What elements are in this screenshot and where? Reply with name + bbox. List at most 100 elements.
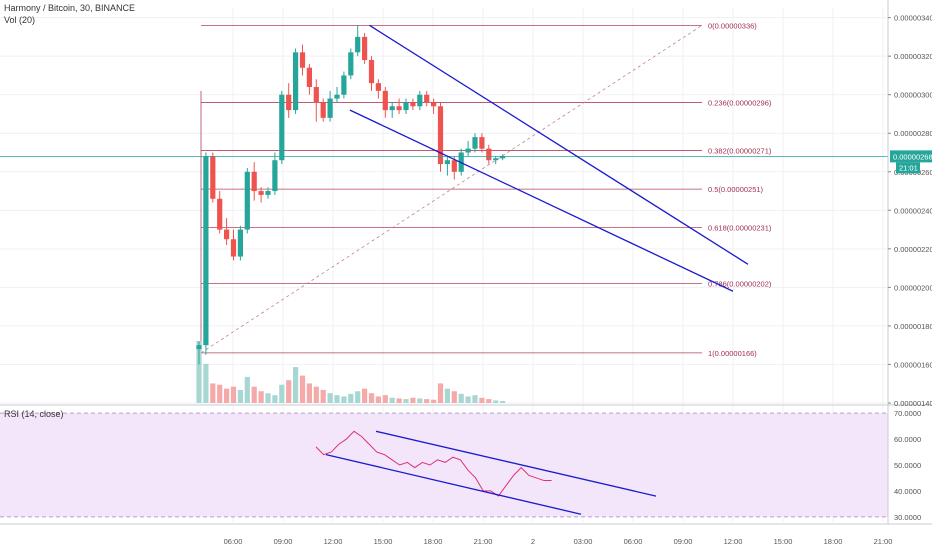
volume-bar-41 — [479, 397, 485, 403]
volume-bar-26 — [375, 396, 381, 403]
fib-label-0.382: 0.382(0.00000271) — [708, 147, 772, 156]
rsi-band — [0, 412, 888, 518]
candle-body-2 — [210, 156, 216, 199]
volume-bar-34 — [431, 399, 437, 403]
candle-body-24 — [362, 36, 368, 61]
volume-bar-32 — [417, 398, 423, 403]
rsi-channel-upper — [375, 430, 657, 497]
time-tick-8: 06:00 — [624, 537, 643, 546]
candle-body-3 — [217, 198, 223, 230]
volume-bar-2 — [210, 383, 216, 403]
price-tick-1: 0.00000320 — [894, 52, 932, 61]
time-tick-2: 12:00 — [324, 537, 343, 546]
candle-body-12 — [279, 94, 285, 161]
candle-body-28 — [389, 106, 395, 111]
volume-bar-19 — [327, 393, 333, 403]
fib-label-0.786: 0.786(0.00000202) — [708, 280, 772, 289]
time-tick-9: 09:00 — [674, 537, 693, 546]
time-tick-11: 15:00 — [774, 537, 793, 546]
volume-bar-12 — [279, 384, 285, 403]
fib-label-0.5: 0.5(0.00000251) — [708, 185, 764, 194]
fib-label-0: 0(0.00000336) — [708, 21, 757, 30]
volume-bar-20 — [334, 395, 340, 403]
fib-label-0.236: 0.236(0.00000296) — [708, 98, 772, 107]
current-price-label: 0.00000268 — [893, 152, 932, 161]
time-tick-4: 18:00 — [424, 537, 443, 546]
time-tick-3: 15:00 — [374, 537, 393, 546]
candle-body-8 — [251, 171, 257, 192]
volume-bar-8 — [251, 386, 257, 403]
candle-body-43 — [493, 158, 499, 161]
volume-bar-42 — [486, 399, 492, 403]
candle-body-0 — [196, 345, 202, 350]
volume-bar-40 — [472, 395, 478, 403]
candle-body-27 — [382, 90, 388, 111]
volume-bar-31 — [410, 397, 416, 403]
candle-body-15 — [299, 52, 306, 68]
volume-bar-24 — [362, 388, 368, 403]
price-tick-8: 0.00000180 — [894, 322, 932, 331]
volume-bar-14 — [293, 367, 299, 403]
volume-bar-25 — [368, 393, 375, 403]
time-tick-7: 03:00 — [574, 537, 593, 546]
candle-body-20 — [334, 94, 340, 99]
price-tick-6: 0.00000220 — [894, 245, 932, 254]
volume-bar-33 — [424, 399, 430, 403]
price-tick-10: 0.00000140 — [894, 399, 932, 408]
volume-bar-13 — [286, 380, 292, 403]
candle-body-5 — [230, 239, 237, 257]
candle-body-14 — [293, 52, 299, 111]
rsi-legend: RSI (14, close) — [4, 409, 64, 419]
candle-body-32 — [417, 94, 423, 107]
candle-body-1 — [203, 156, 209, 346]
volume-bar-6 — [237, 389, 243, 403]
price-tick-3: 0.00000280 — [894, 129, 932, 138]
volume-bars — [196, 341, 506, 403]
time-tick-0: 06:00 — [224, 537, 243, 546]
volume-legend: Vol (20) — [4, 15, 36, 25]
current-price-badge — [890, 150, 932, 163]
candle-body-11 — [272, 160, 278, 192]
volume-bar-10 — [265, 393, 271, 403]
candlesticks — [0, 25, 888, 365]
candle-body-37 — [451, 160, 457, 172]
volume-bar-16 — [306, 383, 312, 403]
volume-bar-4 — [224, 388, 230, 403]
time-tick-1: 09:00 — [274, 537, 293, 546]
fibonacci-retracement[interactable]: 0(0.00000336) 0.236(0.00000296) 0.382(0.00… — [200, 21, 772, 358]
volume-bar-9 — [258, 391, 264, 403]
time-tick-13: 21:00 — [874, 537, 893, 546]
candle-body-16 — [306, 67, 312, 87]
price-tick-7: 0.00000200 — [894, 283, 932, 292]
countdown-badge — [896, 162, 920, 174]
candle-body-6 — [237, 229, 243, 257]
candle-body-40 — [472, 137, 478, 149]
candle-body-17 — [313, 87, 319, 103]
volume-bar-29 — [396, 398, 402, 403]
candle-body-31 — [410, 102, 416, 107]
chart-title: Harmony / Bitcoin, 30, BINANCE — [4, 3, 136, 13]
candle-body-18 — [320, 102, 326, 118]
volume-bar-15 — [299, 375, 306, 403]
rsi-tick-2: 50.0000 — [894, 461, 921, 470]
rsi-channel-lower — [325, 454, 582, 515]
candle-body-4 — [224, 229, 230, 240]
candle-body-13 — [286, 94, 292, 111]
volume-bar-17 — [313, 386, 319, 403]
volume-bar-22 — [348, 393, 354, 403]
fib-label-0.618: 0.618(0.00000231) — [708, 224, 772, 233]
rsi-series — [315, 430, 657, 515]
volume-bar-0 — [196, 341, 202, 403]
candle-body-41 — [479, 137, 485, 149]
trend-channel-drawings[interactable] — [349, 24, 749, 292]
time-tick-12: 18:00 — [824, 537, 843, 546]
candle-body-29 — [396, 106, 402, 111]
volume-bar-1 — [203, 363, 209, 403]
candle-body-39 — [465, 148, 471, 153]
channel-upper-line — [369, 24, 749, 265]
price-tick-2: 0.00000300 — [894, 91, 932, 100]
volume-bar-36 — [444, 388, 450, 403]
price-tick-0: 0.00000340 — [894, 14, 932, 23]
time-tick-5: 21:00 — [474, 537, 493, 546]
